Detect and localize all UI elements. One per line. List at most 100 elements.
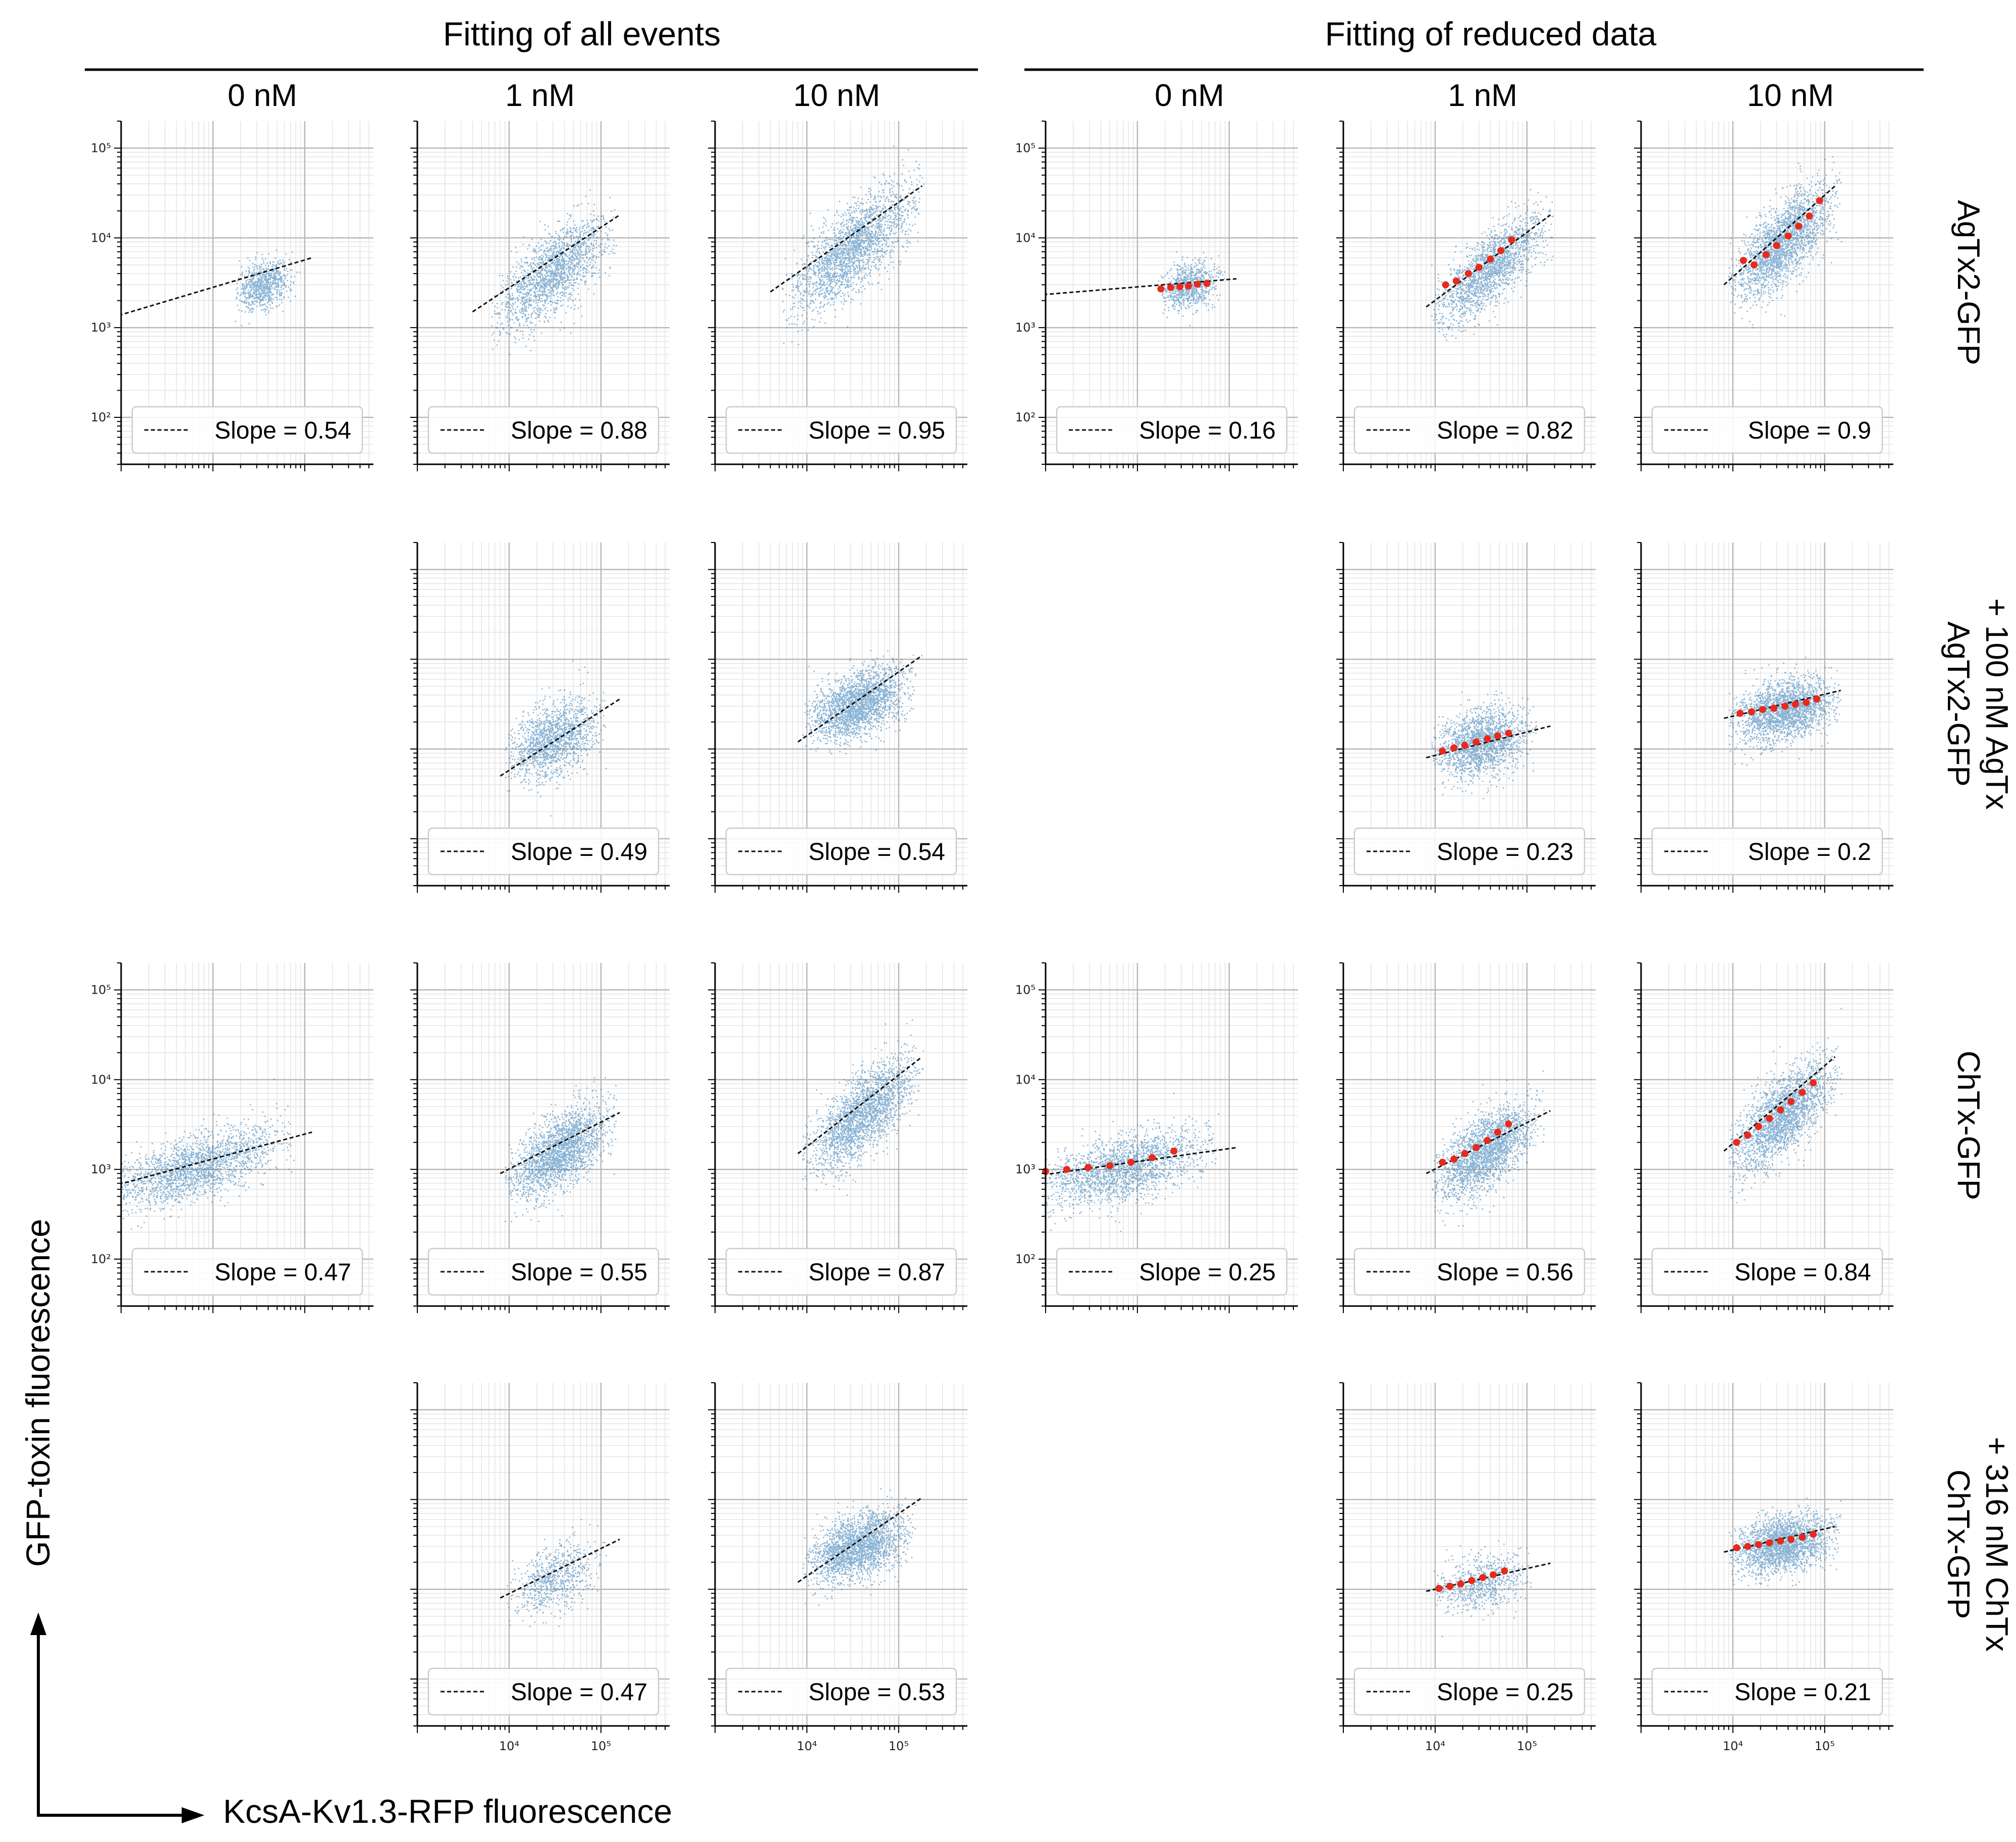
row-label-chtx-line1: ChTx-GFP [1951,1051,1986,1200]
scatter-points [491,189,617,355]
scatter-points [121,1078,295,1230]
legend-box [1651,827,1883,876]
row-label-agtx2-blocked-line2: + 100 nM AgTx [1979,599,2014,810]
column-title-10nM-reduced: 10 nM [1747,78,1834,113]
reduced-point [1759,706,1766,714]
fit-line [1723,1056,1836,1152]
reduced-point [1508,236,1515,244]
legend: Slope = 0.21 [1651,1667,1883,1716]
legend-box [1651,406,1883,454]
reduced-point [1457,1580,1464,1588]
x-tick-label: 10⁴ [1425,1739,1445,1753]
scatter-panels: 10² 10³ 10⁴ 10⁵ Slope = 0.54 Slope = 0.88 Slop… [91,121,1893,1753]
y-tick-label: 10² [91,410,111,424]
y-tick-label: 10⁵ [91,141,111,155]
column-title-1nM-all: 1 nM [505,78,575,113]
reduced-point [1791,700,1799,708]
reduced-point [1806,212,1813,220]
reduced-point [1766,1539,1773,1546]
x-tick-label: 10⁵ [1517,1739,1537,1753]
legend: Slope = 0.25 [1353,1667,1586,1716]
legend-box [725,1667,957,1716]
reduced-point [1439,1159,1446,1166]
scatter-points [1728,156,1842,329]
reduced-point [1799,1089,1806,1096]
panel-r3-c1: 10⁴ 10⁵ Slope = 0.47 [410,1382,670,1753]
reduced-point [1803,698,1810,706]
column-title-1nM-reduced: 1 nM [1448,78,1517,113]
legend: Slope = 0.82 [1353,406,1586,454]
reduced-point [1464,270,1472,278]
y-tick-label: 10³ [91,320,111,335]
legend-box [1056,1248,1288,1296]
reduced-point [1193,281,1201,288]
row-label-chtx: ChTx-GFP [1951,1051,1986,1200]
reduced-point [1494,732,1501,740]
legend-slope-label: Slope = 0.95 [808,417,945,444]
reduced-point [1461,741,1468,749]
reduced-point [1461,1150,1468,1157]
panel-r3-c4: 10⁴ 10⁵ Slope = 0.25 [1336,1382,1596,1753]
reduced-point [1484,1136,1491,1144]
legend-box [1353,406,1586,454]
reduced-point [1439,747,1446,755]
reduced-point [1787,1098,1795,1105]
reduced-point [1505,729,1512,737]
panel-r2-c1: Slope = 0.55 [410,962,670,1313]
y-tick-label: 10² [91,1252,111,1266]
scatter-points [1729,1008,1842,1204]
scatter-points [505,1077,617,1223]
legend-box [1056,406,1288,454]
reduced-point [1787,1536,1795,1543]
reduced-point [1063,1166,1070,1173]
legend-box [725,1248,957,1296]
reduced-point [1170,1147,1178,1155]
legend-box [1651,1667,1883,1716]
reduced-point [1750,261,1758,268]
row-label-agtx2-blocked: AgTx2-GFP + 100 nM AgTx [1941,599,2014,810]
x-axis-label: KcsA-Kv1.3-RFP fluorescence [223,1793,672,1830]
panel-r3-c2: 10⁴ 10⁵ Slope = 0.53 [708,1382,967,1753]
legend-box [725,827,957,876]
reduced-point [1494,1128,1501,1136]
fit-line [121,1131,312,1185]
panel-r0-c4: Slope = 0.82 [1336,121,1596,471]
y-tick-label: 10⁴ [91,1072,111,1087]
y-axis-arrow-head [30,1612,46,1635]
reduced-point [1450,1155,1458,1163]
legend: Slope = 0.49 [427,827,660,876]
scatter-points [1729,1497,1842,1587]
panel-r1-c5: Slope = 0.2 [1634,542,1893,893]
reduced-point [1468,1577,1476,1584]
reduced-point [1501,1567,1508,1575]
legend-slope-label: Slope = 0.25 [1139,1259,1276,1286]
legend-box [427,1248,660,1296]
legend-box [427,406,660,454]
scatter-points [234,249,301,327]
legend: Slope = 0.84 [1651,1248,1883,1296]
reduced-point [1450,744,1458,751]
legend: Slope = 0.87 [725,1248,957,1296]
fit-line [472,214,620,313]
x-tick-label: 10⁵ [1815,1739,1835,1753]
reduced-point [1755,1123,1762,1130]
scatter-points [1432,1070,1545,1227]
legend: Slope = 0.47 [131,1248,363,1296]
legend-slope-label: Slope = 0.55 [511,1259,647,1286]
reduced-point [1185,282,1192,290]
legend-slope-label: Slope = 0.53 [808,1679,945,1706]
reduced-point [1755,1541,1762,1548]
x-tick-label: 10⁴ [797,1739,817,1753]
reduced-point [1473,1144,1480,1151]
y-tick-label: 10⁵ [91,983,111,997]
legend-slope-label: Slope = 0.49 [511,839,647,865]
row-label-chtx-blocked: ChTx-GFP + 316 nM ChTx [1941,1437,2014,1652]
column-title-10nM-all: 10 nM [793,78,880,113]
reduced-point [1167,284,1174,291]
y-tick-label: 10⁴ [1015,231,1036,245]
y-tick-label: 10⁴ [1015,1072,1036,1087]
panel-r0-c2: Slope = 0.95 [708,121,967,471]
row-label-agtx2: AgTx2-GFP [1951,200,1986,365]
group-title-reduced-data: Fitting of reduced data [1325,15,1657,52]
legend: Slope = 0.88 [427,406,660,454]
